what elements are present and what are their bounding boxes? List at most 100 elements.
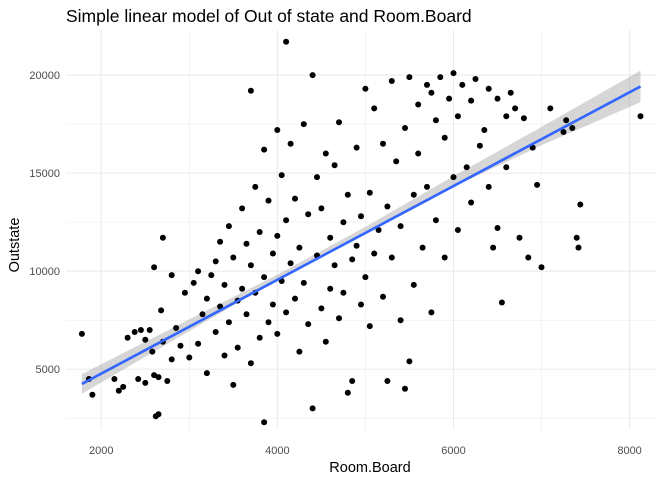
data-point	[265, 197, 272, 204]
data-point	[239, 205, 246, 212]
data-point	[563, 117, 570, 124]
data-points	[78, 38, 644, 426]
data-point	[349, 378, 356, 384]
data-point	[516, 234, 523, 241]
data-point	[252, 183, 259, 190]
data-point	[287, 260, 294, 267]
data-point	[494, 95, 501, 102]
data-point	[314, 174, 320, 181]
y-axis-title: Outstate	[7, 218, 23, 273]
data-point	[415, 150, 422, 157]
data-point	[269, 301, 276, 308]
data-point	[375, 227, 382, 233]
data-point	[468, 97, 475, 104]
x-tick-label: 6000	[441, 445, 465, 457]
y-tick-label: 10000	[29, 266, 60, 278]
data-point	[217, 238, 224, 245]
data-point	[234, 344, 241, 351]
data-point	[432, 117, 439, 124]
data-point	[437, 74, 444, 81]
data-point	[78, 330, 85, 337]
data-point	[406, 74, 413, 81]
data-point	[221, 352, 228, 359]
data-point	[296, 348, 303, 355]
data-point	[476, 142, 483, 149]
data-point	[410, 191, 417, 198]
data-point	[199, 311, 206, 318]
chart-title: Simple linear model of Out of state and …	[66, 6, 472, 26]
data-point	[212, 258, 219, 265]
data-point	[402, 125, 408, 131]
data-point	[349, 256, 356, 263]
data-point	[300, 279, 307, 286]
data-point	[454, 227, 461, 233]
data-point	[577, 201, 584, 208]
data-point	[498, 299, 505, 306]
data-point	[322, 338, 329, 345]
confidence-band	[81, 70, 641, 394]
data-point	[115, 387, 122, 394]
data-point	[336, 119, 342, 126]
data-point	[296, 244, 303, 251]
data-point	[569, 125, 576, 131]
x-axis-title: Room.Board	[329, 460, 410, 476]
data-point	[490, 244, 497, 251]
data-point	[274, 232, 281, 239]
data-point	[384, 203, 391, 210]
axis-tick-labels: 2000 4000 6000 8000 5000 10000 15000 20000	[29, 70, 641, 457]
data-point	[256, 334, 263, 341]
data-point	[432, 217, 439, 224]
y-tick-label: 15000	[29, 168, 60, 180]
data-point	[177, 342, 184, 349]
x-tick-label: 2000	[89, 445, 113, 457]
data-point	[534, 181, 541, 188]
data-point	[181, 289, 188, 296]
data-point	[195, 340, 202, 347]
data-point	[344, 191, 351, 198]
data-point	[158, 307, 165, 314]
data-point	[322, 150, 329, 157]
data-point	[353, 242, 360, 249]
data-point	[406, 358, 413, 365]
data-point	[340, 289, 347, 296]
data-point	[230, 254, 237, 261]
data-point	[573, 234, 580, 241]
data-point	[388, 78, 395, 84]
data-point	[384, 378, 391, 384]
data-point	[155, 374, 162, 381]
data-point	[397, 223, 404, 230]
data-point	[151, 264, 158, 271]
data-point	[274, 127, 281, 133]
data-point	[454, 113, 461, 120]
data-point	[247, 262, 254, 269]
data-point	[225, 223, 232, 230]
data-point	[547, 105, 554, 112]
regression-line	[81, 85, 642, 386]
data-point	[441, 134, 448, 141]
data-point	[388, 254, 395, 261]
data-point	[247, 360, 254, 367]
data-point	[336, 315, 342, 322]
data-point	[459, 81, 466, 88]
data-point	[287, 140, 294, 147]
data-point	[137, 327, 144, 333]
data-point	[358, 301, 364, 308]
data-point	[111, 376, 118, 382]
confidence-band-layer	[81, 70, 641, 394]
data-point	[278, 172, 285, 179]
data-point	[131, 329, 138, 335]
data-point	[159, 234, 166, 241]
data-point	[507, 89, 514, 96]
data-point	[463, 164, 470, 171]
data-point	[503, 164, 510, 171]
data-point	[269, 250, 276, 257]
data-point	[428, 89, 435, 96]
data-point	[353, 144, 360, 151]
data-point	[164, 378, 171, 384]
data-point	[481, 127, 488, 133]
data-point	[318, 205, 325, 212]
data-point	[283, 309, 290, 316]
data-point	[230, 381, 237, 388]
data-point	[344, 389, 351, 396]
data-point	[450, 174, 457, 181]
